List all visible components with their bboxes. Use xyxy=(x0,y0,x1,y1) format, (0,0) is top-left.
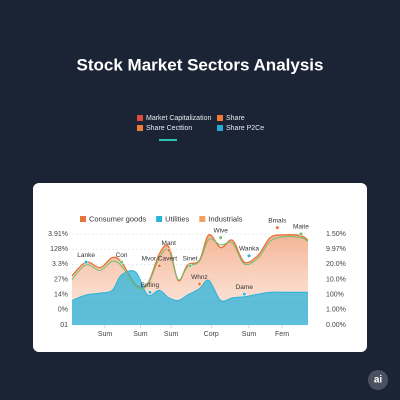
x-tick-label: Corp xyxy=(204,331,219,338)
y2-axis-label: 100% xyxy=(326,292,344,299)
y-axis-label: 14% xyxy=(54,292,68,299)
annotation-label: Mvor Cavert xyxy=(142,256,178,263)
annotation-dot xyxy=(187,263,193,268)
annotation-dot xyxy=(298,231,303,237)
area xyxy=(72,270,308,325)
header-legend-swatch xyxy=(217,125,223,131)
header-legend-label: Share Cecttion xyxy=(146,125,192,132)
annotation-dot xyxy=(242,292,247,297)
legend-label: Utilities xyxy=(165,214,189,223)
legend-label: Industrials xyxy=(208,214,242,223)
annotation-dot xyxy=(157,263,162,268)
header-legend-swatch xyxy=(137,115,143,121)
y-axis-label: 27% xyxy=(54,276,68,283)
y2-axis-label: 1.00% xyxy=(326,307,346,314)
y-axis-label: 01 xyxy=(60,322,68,329)
badge-text: ai xyxy=(374,375,383,386)
annotation-label: Wanka xyxy=(239,246,259,253)
annotation-dot xyxy=(197,282,202,287)
y2-axis-label: 9.97% xyxy=(326,246,346,253)
x-tick-label: Sum xyxy=(98,331,113,338)
annotation-dot xyxy=(246,253,252,258)
legend-swatch xyxy=(156,216,163,222)
annotation-label: Sinet xyxy=(183,256,198,263)
y2-axis-label: 0.00% xyxy=(326,322,346,329)
line xyxy=(71,270,308,302)
y2-axis-label: 20.0% xyxy=(326,261,346,268)
y-axis-label: 0% xyxy=(58,307,68,314)
annotation-label: Wive xyxy=(213,227,228,234)
badge xyxy=(368,370,388,390)
annotation-dot xyxy=(119,260,124,265)
y-axis-label: 3.3% xyxy=(52,261,68,268)
header-legend-swatch xyxy=(137,125,143,131)
x-tick-label: Sum xyxy=(242,331,257,338)
header-legend-label: Market Capitalization xyxy=(146,115,211,122)
annotation-label: Mant xyxy=(162,240,177,247)
x-tick-label: Sum xyxy=(133,331,148,338)
legend-swatch xyxy=(199,216,206,222)
header-legend-label: Share P2Ce xyxy=(226,125,264,132)
annotation-label: Dame xyxy=(236,284,254,291)
line xyxy=(71,236,309,290)
y-axis-label: 3.91% xyxy=(48,231,68,238)
annotation-dot xyxy=(275,225,280,230)
header-legend-swatch xyxy=(217,115,223,121)
annotation-dot xyxy=(84,260,89,265)
legend-swatch xyxy=(80,216,86,222)
tab-indicator xyxy=(159,139,177,141)
annotation-label: Whnz xyxy=(191,274,208,281)
y2-axis-label: 10.0% xyxy=(326,276,346,283)
legend-label: Consumer goods xyxy=(89,214,146,223)
annotation-dot xyxy=(147,290,152,295)
header-legend-label: Share xyxy=(226,115,245,122)
title: Stock Market Sectors Analysis xyxy=(77,55,324,74)
annotation-label: Lanke xyxy=(77,252,95,259)
x-tick-label: Fem xyxy=(275,331,289,338)
annotation-label: Con xyxy=(116,252,128,259)
y2-axis-label: 1.50% xyxy=(326,231,346,238)
annotation-label: Bmals xyxy=(268,217,287,224)
annotation-label: Maite xyxy=(293,224,309,231)
annotation-label: Brifing xyxy=(141,282,160,289)
annotation-dot xyxy=(218,235,223,240)
x-tick-label: Sum xyxy=(164,331,179,338)
annotation-dot xyxy=(166,248,171,253)
y-axis-label: 128% xyxy=(50,246,68,253)
line xyxy=(71,234,309,289)
